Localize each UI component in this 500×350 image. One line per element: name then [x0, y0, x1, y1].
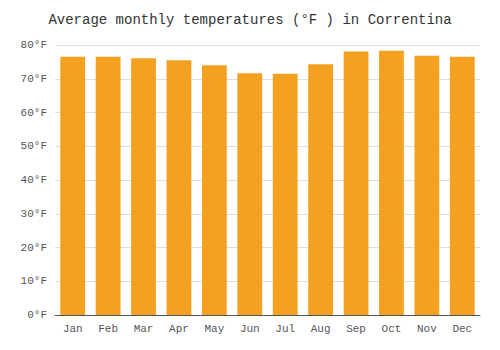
- svg-text:0°F: 0°F: [27, 309, 47, 321]
- svg-text:Jun: Jun: [240, 323, 260, 335]
- svg-text:May: May: [204, 323, 224, 335]
- svg-text:Sep: Sep: [346, 323, 366, 335]
- svg-text:20°F: 20°F: [21, 242, 47, 254]
- svg-text:Oct: Oct: [382, 323, 402, 335]
- svg-text:Average monthly temperatures (: Average monthly temperatures (°F ) in Co…: [48, 12, 451, 28]
- svg-text:10°F: 10°F: [21, 275, 47, 287]
- svg-text:Nov: Nov: [417, 323, 437, 335]
- svg-text:80°F: 80°F: [21, 39, 47, 51]
- svg-text:40°F: 40°F: [21, 174, 47, 186]
- svg-text:60°F: 60°F: [21, 107, 47, 119]
- svg-text:30°F: 30°F: [21, 208, 47, 220]
- svg-text:Apr: Apr: [169, 323, 189, 335]
- svg-text:Feb: Feb: [98, 323, 118, 335]
- svg-text:Dec: Dec: [452, 323, 472, 335]
- svg-text:Jan: Jan: [63, 323, 83, 335]
- svg-text:Mar: Mar: [134, 323, 154, 335]
- svg-text:Aug: Aug: [311, 323, 331, 335]
- svg-text:70°F: 70°F: [21, 73, 47, 85]
- svg-text:50°F: 50°F: [21, 140, 47, 152]
- svg-text:Jul: Jul: [275, 323, 295, 335]
